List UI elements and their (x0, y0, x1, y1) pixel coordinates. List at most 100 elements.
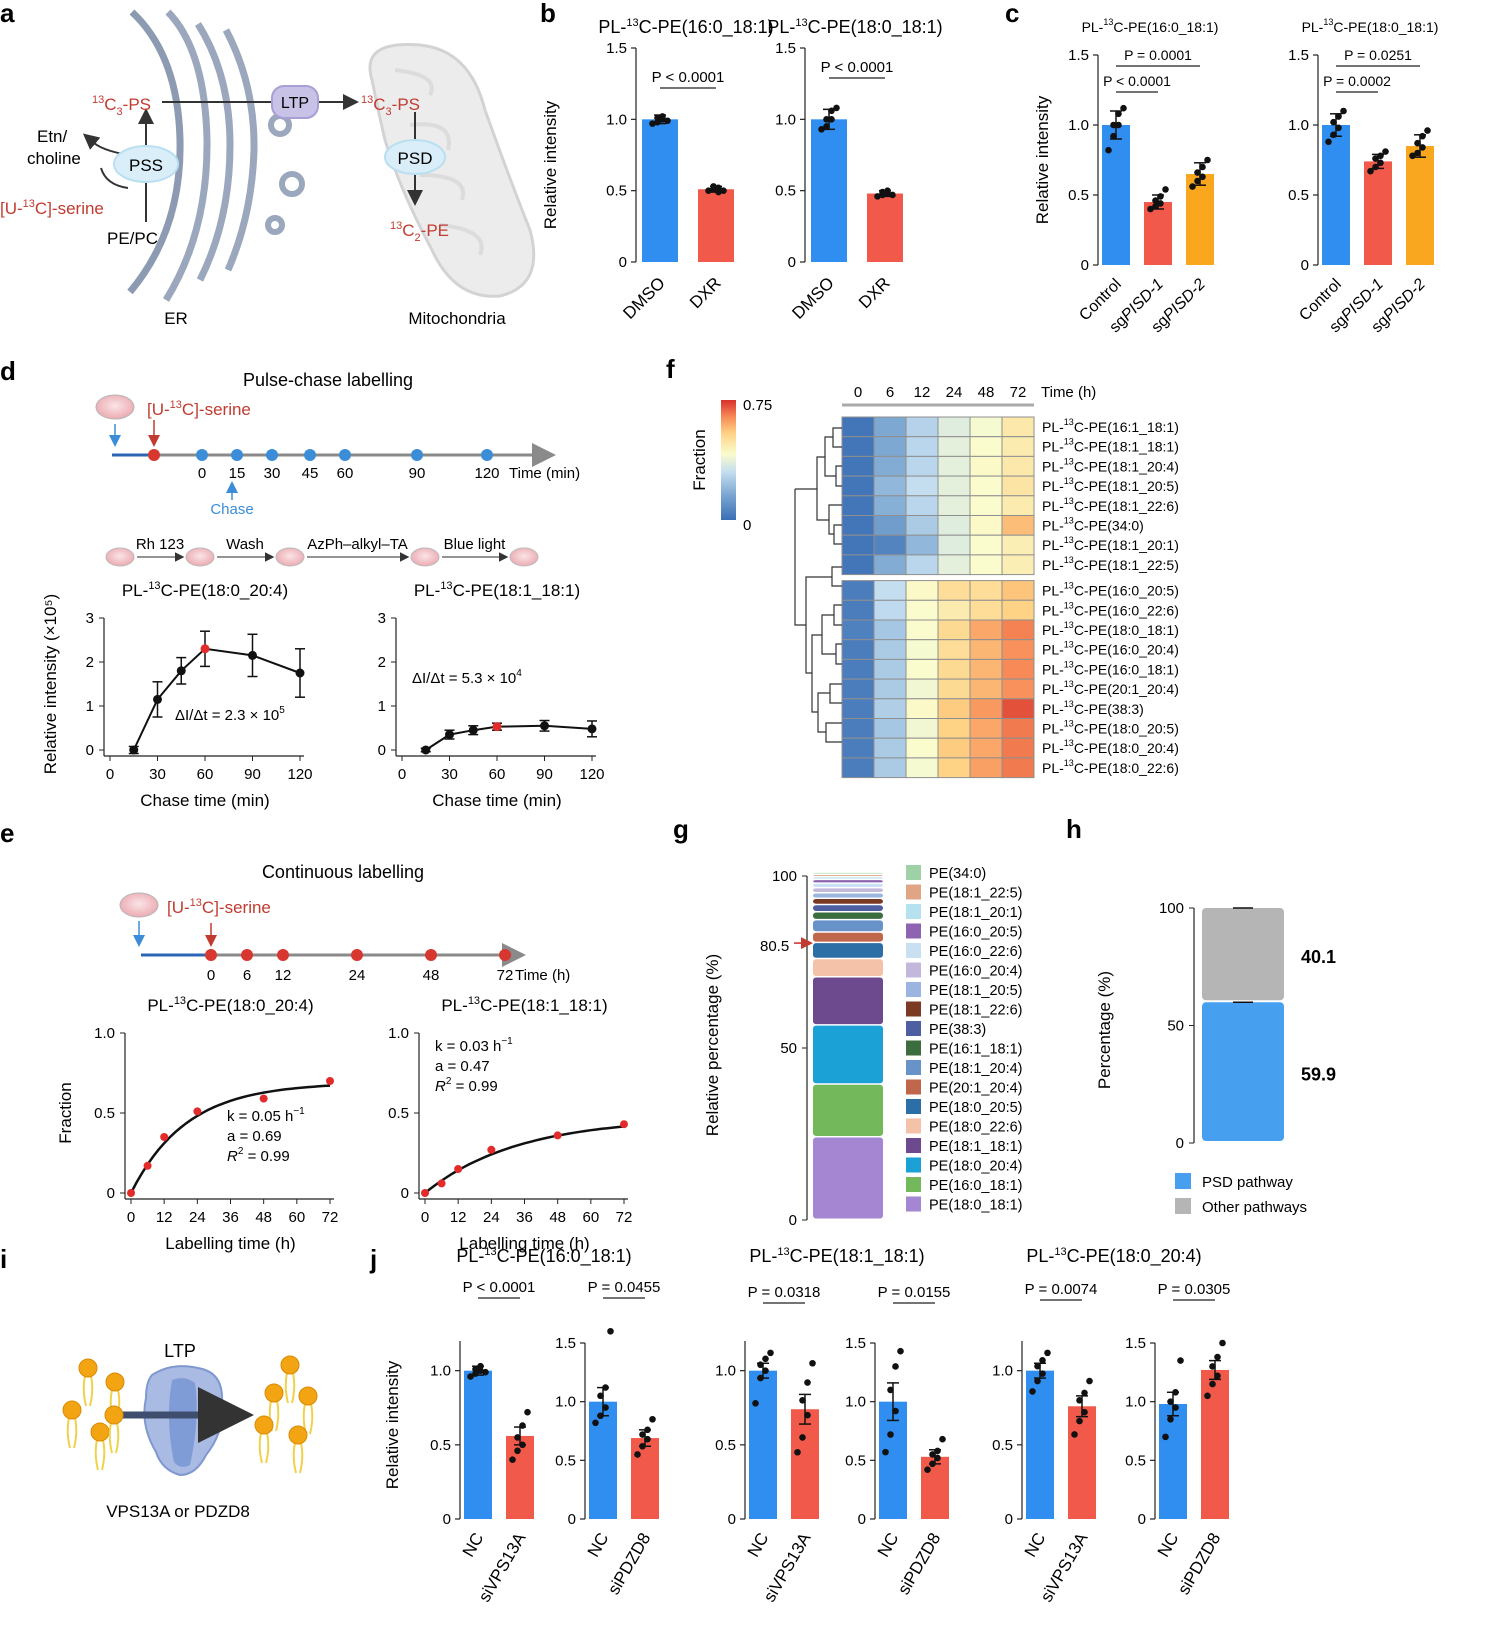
y-tick-label: 100 (1159, 900, 1184, 917)
data-point (607, 1327, 614, 1335)
k-annotation: k = 0.05 h−1 (227, 1106, 305, 1125)
stacked-segment (813, 877, 883, 879)
data-point (934, 1454, 941, 1462)
dish-icon (185, 547, 215, 567)
data-point (1335, 124, 1342, 132)
heatmap-cell (937, 580, 971, 601)
heatmap-cell (969, 475, 1003, 497)
data-point (1219, 1339, 1226, 1347)
lipid-head-icon (298, 1386, 318, 1406)
bar (1159, 1404, 1187, 1519)
y-tick-label: 50 (780, 1040, 797, 1057)
data-point (1167, 1398, 1174, 1405)
dish-icon (105, 547, 135, 567)
timepoint-dot (205, 949, 217, 961)
panel-letter-d: d (0, 356, 16, 386)
stacked-segment (813, 872, 883, 874)
serine-e-label: [U-13C]-serine (167, 897, 271, 917)
time-unit-label: Time (h) (515, 967, 570, 984)
heatmap-cell (969, 515, 1003, 536)
bar (1026, 1370, 1054, 1519)
stacked-segment (813, 1084, 883, 1136)
data-point (1120, 104, 1127, 112)
rate-annotation: ΔI/Δt = 5.3 × 104 (412, 668, 522, 687)
panel-letters: a b c d e f g h i j (0, 0, 1082, 1274)
x-tick-label: 36 (222, 1209, 239, 1226)
x-tick-label: DMSO (619, 273, 668, 322)
legend-label: PE(18:1_20:5) (929, 983, 1023, 999)
bar (1201, 1369, 1229, 1519)
pss-enzyme-icon (113, 145, 179, 183)
panel-letter-f: f (666, 354, 675, 384)
x-tick-label: 60 (489, 766, 506, 783)
a-annotation: a = 0.47 (435, 1058, 490, 1075)
x-tick-label: DMSO (788, 273, 837, 322)
chase-label: Chase (210, 501, 253, 518)
x-tick-label: 24 (189, 1209, 206, 1226)
stacked-segment (813, 1137, 883, 1219)
heatmap-cell (905, 416, 939, 438)
heatmap-cell (969, 718, 1003, 739)
heatmap-cell (937, 658, 971, 680)
lipid-head-icon (105, 1372, 125, 1392)
x-axis-title: Chase time (min) (432, 791, 561, 810)
data-point (649, 120, 656, 127)
chart-title: PL-13C-PE(16:0_18:1) (1082, 17, 1219, 35)
heatmap-cell (937, 619, 971, 641)
heatmap-cell (905, 737, 939, 759)
data-point (828, 116, 835, 123)
data-point (1330, 118, 1337, 126)
bar (1364, 161, 1392, 265)
data-point (1157, 200, 1164, 207)
heatmap-cell (969, 534, 1003, 556)
y-tick-label: 0 (789, 1212, 797, 1229)
er-label: ER (164, 309, 188, 328)
data-point (892, 1407, 899, 1415)
legend-label: PE(18:1_18:1) (929, 1139, 1023, 1155)
chart-title: PL-13C-PE(16:0_18:1) (1042, 659, 1179, 677)
data-point (519, 1441, 526, 1449)
heatmap-cell (873, 455, 907, 477)
legend-swatch (906, 1157, 921, 1173)
data-point (664, 117, 671, 125)
chart-title: PL-13C-PE(18:0_20:4) (147, 995, 313, 1015)
heatmap-cell (1001, 515, 1035, 536)
y-tick-label: 2 (86, 654, 94, 671)
legend-label: Other pathways (1202, 1199, 1307, 1216)
data-point (1039, 1370, 1046, 1377)
data-point (129, 745, 139, 755)
x-axis-title: Chase time (min) (140, 791, 269, 810)
data-point (659, 113, 666, 120)
data-point (519, 1422, 526, 1429)
chart-title: PL-13C-PE(34:0) (1042, 516, 1144, 534)
stacked-segment (813, 880, 883, 883)
stacked-segment (813, 943, 883, 958)
data-point (762, 1367, 769, 1374)
p-value: P = 0.0318 (748, 1284, 821, 1301)
timepoint-dot (339, 449, 351, 461)
data-point (1105, 146, 1112, 154)
data-point (454, 1165, 463, 1173)
pss-label: PSS (129, 156, 163, 175)
lipid-head-icon (62, 1400, 82, 1420)
data-point (200, 644, 210, 654)
data-point (421, 745, 431, 755)
data-point (799, 1397, 806, 1404)
heatmap-cell (873, 554, 907, 576)
data-point (1372, 163, 1379, 171)
y-axis-title: Fraction (56, 1082, 75, 1143)
heatmap-cell (1001, 698, 1035, 719)
heatmap-cell (1001, 534, 1035, 556)
y-axis-title: Relative percentage (%) (703, 954, 722, 1136)
timepoint-dot (196, 449, 208, 461)
bar (506, 1435, 534, 1519)
data-point (1199, 163, 1206, 171)
legend-min: 0 (743, 517, 751, 534)
data-point (1177, 1357, 1184, 1364)
panel-d-schematic: Pulse-chase labelling [U-13C]-serine 0 15… (95, 370, 580, 567)
heatmap-cell (937, 534, 971, 556)
timepoint-label: 30 (264, 465, 281, 482)
x-tick-label: NC (874, 1530, 903, 1561)
x-tick-label: NC (459, 1530, 488, 1561)
